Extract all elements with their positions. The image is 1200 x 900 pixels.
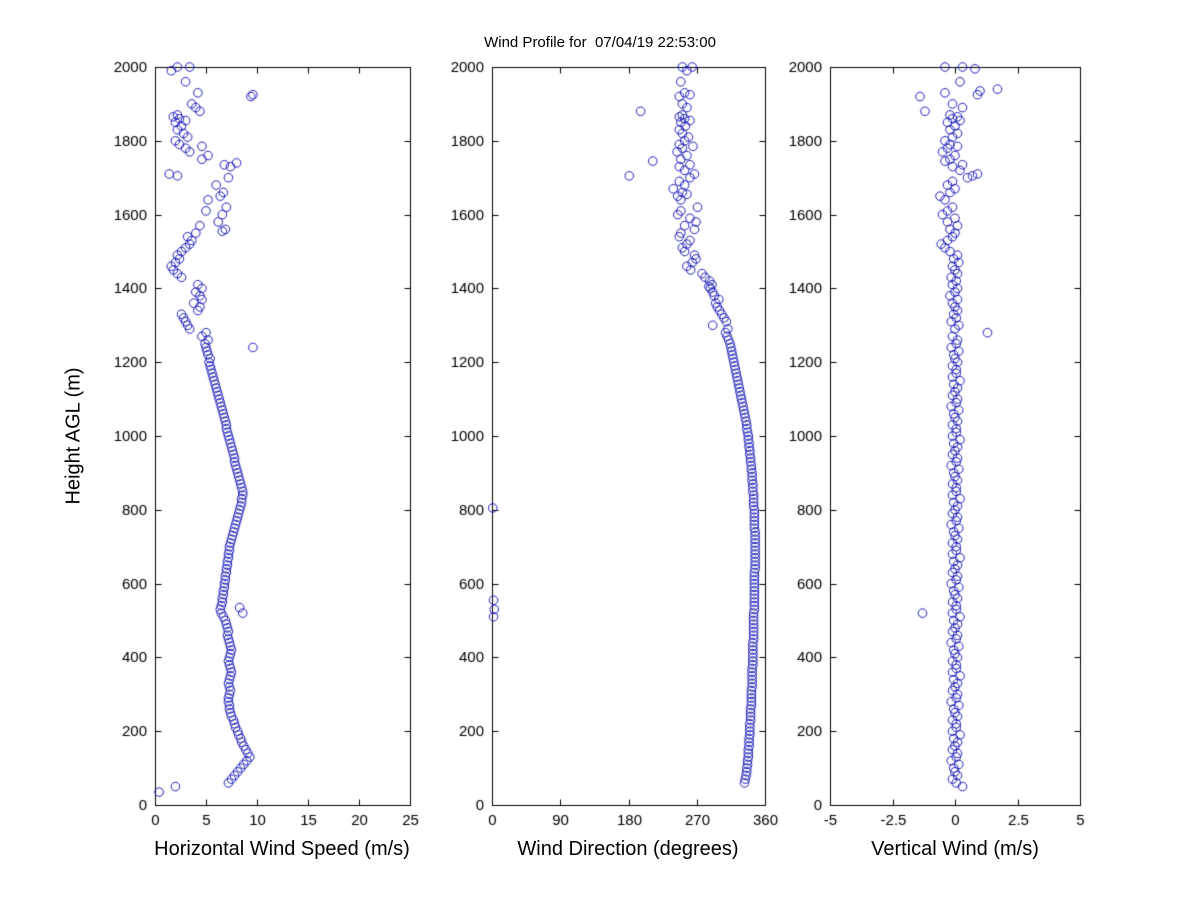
y-axis-label: Height AGL (m) (62, 367, 85, 505)
x-axis-label-horizontal-wind-speed: Horizontal Wind Speed (m/s) (154, 838, 410, 860)
x-axis-label-vertical-wind: Vertical Wind (m/s) (871, 838, 1039, 860)
x-axis-label-wind-direction: Wind Direction (degrees) (517, 838, 739, 860)
figure-title: Wind Profile for 07/04/19 22:53:00 (484, 34, 716, 51)
